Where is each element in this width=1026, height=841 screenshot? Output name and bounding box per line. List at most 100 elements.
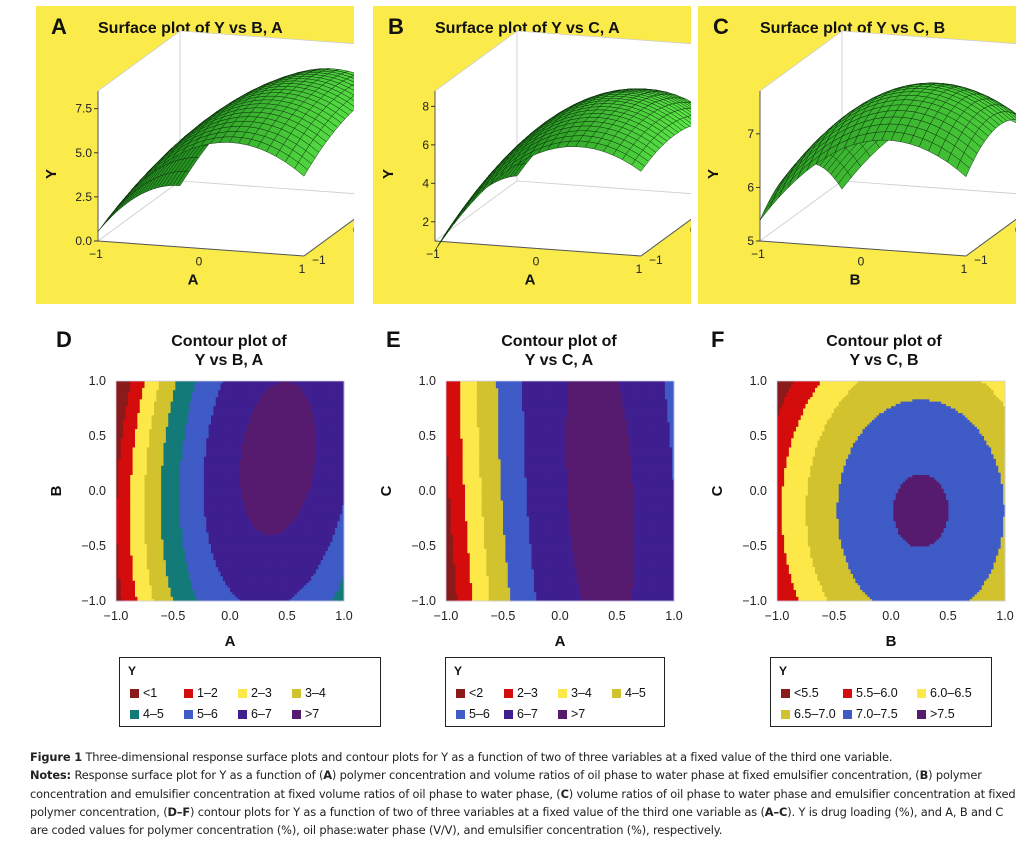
contour-cell [180,456,183,460]
contour-cell [163,465,167,469]
contour-cell [123,468,126,471]
contour-cell [192,449,195,453]
contour-cell [165,500,169,503]
contour-cell [163,436,167,439]
y-tick-label: 5.0 [75,146,92,160]
contour-cell [125,415,129,419]
contour-cell [120,442,124,446]
contour-cell [137,532,141,535]
contour-cell [158,426,162,430]
contour-cell [132,566,136,570]
contour-cell [125,527,129,531]
contour-cell [187,497,191,501]
contour-cell [116,573,119,577]
contour-cell [170,568,174,572]
contour-cell [116,529,119,533]
contour-cell [135,580,138,584]
contour-cell [146,550,150,554]
contour-cell [184,401,188,405]
contour-cell [146,516,150,519]
contour-cell [170,387,174,391]
contour-cell [199,413,202,416]
contour-cell [125,401,129,405]
contour-cell [144,417,148,421]
contour-cell [135,513,138,517]
contour-cell [118,436,122,439]
contour-cell [149,552,153,556]
contour-cell [127,484,131,487]
contour-cell [142,513,145,517]
contour-cell [168,523,172,526]
contour-cell [173,426,176,430]
contour-cell [187,596,191,600]
contour-cell [139,504,143,508]
contour-cell [173,543,176,547]
contour-cell [173,422,176,425]
x-axis-line [759,240,967,257]
contour-cell [127,573,131,577]
contour-cell [120,463,124,467]
contour-cell [120,465,124,469]
contour-cell [130,468,134,471]
contour-cell [158,442,162,446]
contour-cell [149,385,153,389]
contour-cell [189,394,193,398]
contour-cell [142,406,145,409]
contour-cell [173,491,176,494]
contour-cell [163,452,167,455]
contour-cell [154,598,157,602]
contour-cell [180,447,183,451]
contour-cell [146,541,150,545]
contour-cell [182,511,186,515]
contour-cell [154,390,157,393]
contour-cell [163,399,167,403]
contour-cell [194,559,198,563]
contour-cell [194,493,198,496]
contour-cell [182,415,186,419]
contour-cell [199,383,202,386]
contour-cell [123,474,126,478]
contour-cell [184,463,188,467]
contour-cell [132,598,136,602]
contour-cell [192,525,195,529]
contour-cell [168,401,172,405]
contour-cell [161,493,164,496]
contour-cell [175,419,179,423]
contour-cell [158,543,162,547]
contour-cell [142,417,145,421]
contour-cell [139,436,143,439]
contour-cell [168,481,172,485]
contour-cell [158,520,162,524]
contour-cell [139,502,143,506]
contour-cell [154,397,157,400]
contour-cell [177,454,181,458]
contour-cell [120,401,124,405]
contour-cell [142,548,145,551]
contour-cell [180,596,183,600]
contour-cell [154,536,157,540]
contour-cell [139,584,143,588]
contour-cell [182,582,186,586]
contour-cell [151,589,155,593]
contour-cell [170,433,174,437]
contour-cell [170,529,174,533]
contour-cell [120,495,124,499]
contour-cell [182,495,186,499]
contour-cell [184,532,188,535]
contour-cell [161,447,164,451]
contour-cell [144,550,148,554]
contour-cell [192,539,195,542]
contour-cell [151,410,155,414]
contour-cell [182,513,186,517]
contour-cell [135,387,138,391]
contour-cell [170,502,174,506]
contour-cell [177,527,181,531]
contour-cell [175,385,179,389]
contour-cell [123,445,126,448]
contour-cell [168,589,172,593]
contour-cell [132,410,136,414]
contour-cell [151,399,155,403]
contour-cell [139,474,143,478]
contour-cell [163,481,167,485]
contour-cell [127,385,131,389]
